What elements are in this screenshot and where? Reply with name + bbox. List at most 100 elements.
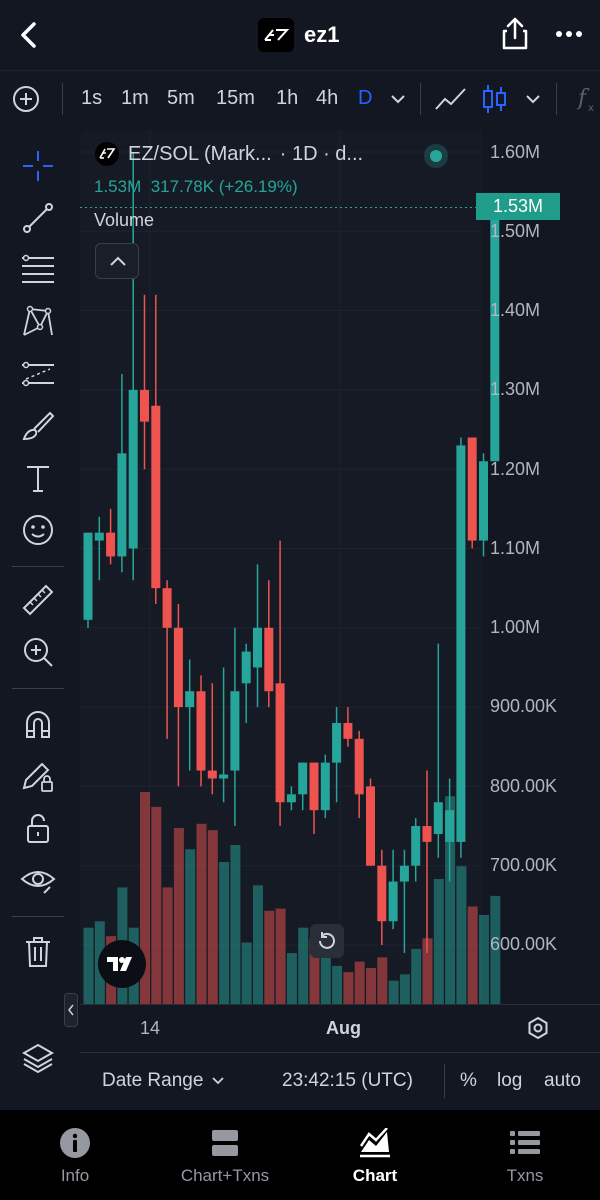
zoom-in-icon [24, 638, 53, 667]
trend-line-icon [23, 203, 53, 233]
nav-txns-label: Txns [506, 1166, 544, 1185]
unlock-icon [27, 814, 49, 843]
chevron-left-icon [68, 1004, 74, 1016]
token-logo [258, 18, 294, 52]
line-chart-icon[interactable] [434, 85, 468, 113]
forecast-icon [22, 361, 54, 387]
collapse-sidebar-tab[interactable] [64, 993, 78, 1027]
zoom-tool[interactable] [18, 632, 58, 672]
toolbar-divider [556, 83, 557, 115]
indicators-icon[interactable]: f x [572, 83, 600, 115]
text-tool[interactable] [18, 458, 58, 498]
interval-1h[interactable]: 1h [276, 87, 299, 109]
nav-txns[interactable]: Txns [450, 1110, 600, 1200]
collapse-legend-button[interactable] [95, 243, 139, 279]
toolbar-divider [420, 83, 421, 115]
price-axis-label: 700.00K [490, 855, 558, 875]
app-header: ez1 [0, 0, 600, 70]
time-axis-label: 14 [140, 1018, 161, 1038]
chevron-down-icon [212, 1077, 225, 1085]
share-icon[interactable] [498, 16, 532, 52]
range-divider [444, 1064, 445, 1098]
eye-icon [20, 871, 56, 894]
magnet-icon [26, 711, 50, 738]
lock-all-tool[interactable] [18, 808, 58, 848]
remove-drawings-tool[interactable] [18, 932, 58, 972]
interval-15m[interactable]: 15m [216, 87, 255, 109]
chart-pane[interactable] [80, 131, 482, 1004]
add-symbol-icon[interactable] [12, 85, 40, 113]
more-options-icon[interactable] [552, 22, 586, 46]
list-icon [510, 1131, 540, 1154]
price-axis-label: 1.50M [490, 221, 541, 241]
settings-icon[interactable] [526, 1016, 550, 1040]
price-axis-label: 1.30M [490, 379, 541, 399]
chevron-down-icon[interactable] [390, 93, 406, 105]
interval-5m[interactable]: 5m [167, 87, 195, 109]
interval-4h[interactable]: 4h [316, 87, 339, 109]
token-title: ez1 [258, 18, 339, 52]
volume-legend-label: Volume [94, 210, 155, 230]
trend-line-tool[interactable] [18, 198, 58, 238]
time-axis[interactable] [80, 1004, 600, 1052]
chart-legend[interactable]: EZ/SOL (Mark... · 1D · d... [94, 141, 363, 167]
tradingview-logo[interactable] [98, 940, 146, 988]
legend-change: 317.78K (+26.19%) [150, 177, 298, 196]
price-axis-label: 1.40M [490, 300, 541, 320]
reset-chart-button[interactable] [310, 924, 344, 958]
price-axis-label: 600.00K [490, 934, 558, 954]
crosshair-icon [23, 151, 53, 181]
hide-drawings-tool[interactable] [18, 860, 58, 900]
magnet-tool[interactable] [18, 704, 58, 744]
legend-values: 1.53M 317.78K (+26.19%) [94, 177, 298, 197]
horizontal-lines-icon [22, 254, 54, 283]
nav-info-label: Info [60, 1166, 90, 1185]
back-arrow-icon[interactable] [14, 18, 46, 52]
drawing-tools-sidebar [0, 126, 76, 1110]
percent-scale-toggle[interactable]: % [460, 1070, 477, 1091]
svg-text:x: x [588, 103, 594, 114]
nav-chart-txns[interactable]: Chart+Txns [150, 1110, 300, 1200]
emoji-tool[interactable] [18, 510, 58, 550]
lock-drawing-tool[interactable] [18, 756, 58, 796]
measure-tool[interactable] [18, 580, 58, 620]
nav-chart-label: Chart [352, 1166, 398, 1185]
crosshair-tool[interactable] [18, 146, 58, 186]
fib-tool[interactable] [18, 250, 58, 290]
utc-clock[interactable]: 23:42:15 (UTC) [282, 1070, 413, 1091]
split-view-icon [212, 1130, 238, 1156]
time-axis-label: Aug [326, 1018, 361, 1038]
smiley-icon [23, 515, 53, 545]
interval-1m[interactable]: 1m [121, 87, 149, 109]
nav-chart-txns-label: Chart+Txns [180, 1166, 270, 1185]
chevron-down-icon[interactable] [525, 93, 541, 105]
ez-logo-icon [264, 29, 289, 41]
nav-chart[interactable]: Chart [300, 1110, 450, 1200]
interval-1d[interactable]: D [358, 87, 373, 109]
date-range-label: Date Range [102, 1070, 204, 1091]
trash-icon [26, 937, 50, 967]
object-tree-tool[interactable] [18, 1038, 58, 1078]
interval-1s[interactable]: 1s [81, 87, 103, 109]
chevron-up-icon [110, 256, 126, 266]
range-bar [80, 1052, 600, 1110]
current-price-tag: 1.53M [476, 193, 560, 220]
pattern-tool[interactable] [18, 302, 58, 342]
tradingview-icon [107, 957, 132, 971]
chart-icon [359, 1128, 390, 1158]
legend-interval: · 1D · d... [279, 142, 364, 165]
symbol-logo-icon [95, 142, 119, 166]
date-range-button[interactable]: Date Range [102, 1070, 225, 1092]
reset-icon [319, 932, 335, 949]
market-status-indicator[interactable] [424, 144, 448, 168]
log-scale-toggle[interactable]: log [497, 1070, 523, 1091]
auto-scale-toggle[interactable]: auto [544, 1070, 581, 1091]
prediction-tool[interactable] [18, 354, 58, 394]
brush-tool[interactable] [18, 406, 58, 446]
nav-info[interactable]: Info [0, 1110, 150, 1200]
price-axis-label: 1.60M [490, 142, 541, 162]
candle-chart-icon[interactable] [482, 83, 508, 115]
page-title: ez1 [304, 22, 340, 47]
pencil-lock-icon [22, 762, 53, 792]
bottom-navigation [0, 1110, 600, 1200]
